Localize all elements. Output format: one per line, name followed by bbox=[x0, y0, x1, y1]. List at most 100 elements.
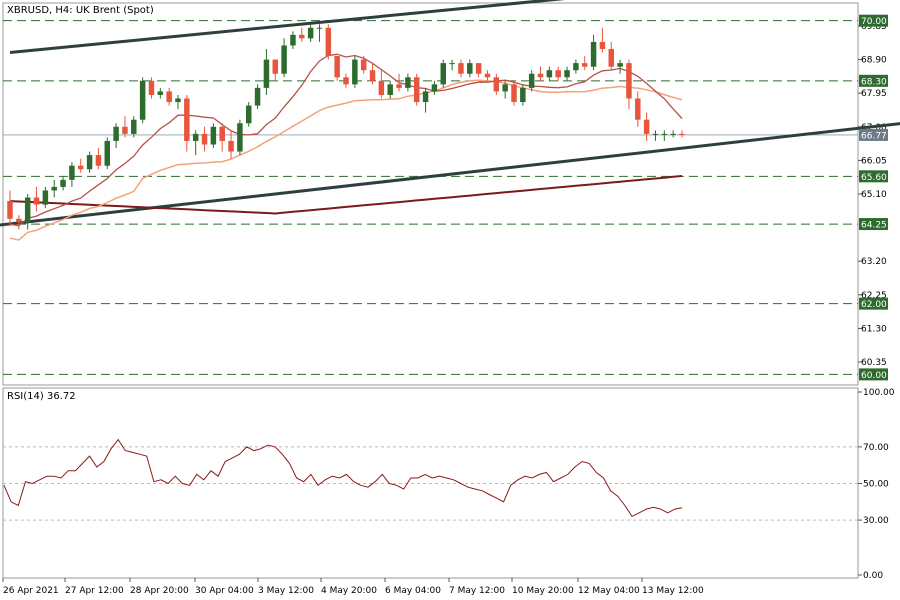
candle-body bbox=[334, 56, 340, 78]
candle-body bbox=[95, 155, 102, 166]
candle-body bbox=[307, 27, 314, 39]
candle-body bbox=[245, 105, 252, 124]
rsi-tick-label: 70.00 bbox=[863, 443, 889, 453]
price-tick-label: 65.10 bbox=[861, 190, 887, 200]
level-badge bbox=[859, 218, 888, 231]
candle-body bbox=[431, 84, 438, 92]
x-tick-label: 28 Apr 20:00 bbox=[130, 586, 189, 596]
candle-body bbox=[493, 77, 500, 92]
candle-body bbox=[60, 179, 66, 187]
candle-body bbox=[484, 73, 491, 78]
x-tick-label: 26 Apr 2021 bbox=[3, 586, 59, 596]
chart-title: XBRUSD, H4: UK Brent (Spot) bbox=[7, 5, 154, 16]
ma-mid-line bbox=[9, 79, 683, 241]
candle-body bbox=[360, 59, 367, 71]
candle-body bbox=[546, 70, 553, 78]
candle-body bbox=[157, 91, 164, 95]
level-badge-label: 60.00 bbox=[861, 371, 887, 381]
candle-body bbox=[139, 80, 146, 120]
time-x-axis: 26 Apr 2021 27 Apr 12:00 28 Apr 20:00 30 Ap… bbox=[2, 578, 704, 596]
candle-body bbox=[590, 41, 597, 67]
current-price-label: 66.77 bbox=[861, 131, 887, 141]
level-badge bbox=[859, 297, 888, 310]
candle-body bbox=[201, 133, 208, 145]
trend-channel bbox=[0, 0, 900, 227]
x-tick-label: 27 Apr 12:00 bbox=[65, 586, 124, 596]
candle-body bbox=[652, 133, 659, 135]
candle-body bbox=[113, 126, 119, 141]
price-tick-label: 68.90 bbox=[861, 56, 887, 66]
ma-fast-line bbox=[9, 53, 683, 227]
rsi-tick-label: 0.00 bbox=[863, 571, 883, 581]
candle-body bbox=[325, 27, 332, 57]
candle-body bbox=[299, 34, 305, 39]
candle-body bbox=[254, 87, 261, 106]
ma-slow-line bbox=[9, 175, 683, 215]
candle-body bbox=[184, 98, 190, 141]
x-tick-label: 7 May 12:00 bbox=[449, 586, 505, 596]
candle-body bbox=[33, 197, 40, 205]
x-tick-label: 13 May 12:00 bbox=[642, 586, 704, 596]
candle-body bbox=[670, 133, 676, 135]
moving-averages bbox=[9, 53, 683, 241]
level-badge-label: 64.25 bbox=[861, 221, 887, 231]
price-tick-label: 62.25 bbox=[861, 291, 887, 301]
rsi-title: RSI(14) 36.72 bbox=[7, 391, 76, 402]
price-tick-label: 69.85 bbox=[861, 22, 887, 32]
candle-body bbox=[413, 77, 420, 103]
price-tick-label: 67.95 bbox=[861, 89, 887, 99]
candlesticks bbox=[7, 24, 685, 230]
candle-body bbox=[528, 73, 535, 88]
candle-body bbox=[511, 84, 517, 103]
candle-body bbox=[643, 119, 650, 134]
candle-body bbox=[581, 63, 588, 67]
candle-body bbox=[405, 77, 411, 88]
candle-body bbox=[228, 140, 234, 152]
candle-body bbox=[564, 70, 570, 78]
x-tick-label: 12 May 04:00 bbox=[578, 586, 640, 596]
x-tick-label: 4 May 20:00 bbox=[321, 586, 377, 596]
rsi-y-axis: 100.00 70.00 50.00 30.00 0.00 bbox=[858, 388, 895, 581]
candle-body bbox=[608, 48, 615, 67]
x-tick-label: 3 May 12:00 bbox=[258, 586, 314, 596]
candle-body bbox=[122, 126, 128, 134]
x-tick-label: 6 May 04:00 bbox=[385, 586, 441, 596]
candle-body bbox=[378, 80, 385, 95]
candle-body bbox=[396, 84, 402, 88]
current-price-badge bbox=[859, 128, 888, 141]
rsi-levels bbox=[3, 446, 858, 521]
candle-body bbox=[316, 27, 323, 29]
x-tick-label: 10 May 20:00 bbox=[512, 586, 574, 596]
candle-body bbox=[210, 126, 217, 145]
level-badge-label: 68.30 bbox=[861, 77, 887, 87]
candle-body bbox=[290, 34, 296, 46]
rsi-tick-label: 100.00 bbox=[863, 388, 895, 398]
candle-body bbox=[7, 201, 13, 219]
level-badge bbox=[859, 14, 888, 27]
candle-body bbox=[520, 87, 526, 103]
price-tick-label: 63.20 bbox=[861, 257, 887, 267]
x-tick-label: 30 Apr 04:00 bbox=[195, 586, 254, 596]
candle-body bbox=[16, 218, 22, 223]
candle-body bbox=[281, 45, 287, 74]
rsi-line bbox=[3, 438, 683, 518]
price-tick-label: 61.30 bbox=[861, 324, 887, 334]
level-badge bbox=[859, 170, 888, 183]
level-badge bbox=[859, 74, 888, 87]
candle-body bbox=[175, 98, 181, 103]
candle-body bbox=[679, 133, 685, 135]
candle-body bbox=[449, 63, 455, 65]
rsi-tick-label: 30.00 bbox=[863, 516, 889, 526]
candle-body bbox=[131, 119, 137, 134]
candle-body bbox=[617, 63, 623, 67]
channel-line bbox=[9, 0, 566, 55]
level-badge bbox=[859, 368, 888, 381]
rsi-tick-label: 50.00 bbox=[863, 480, 889, 490]
candle-body bbox=[352, 59, 358, 85]
candle-body bbox=[422, 91, 429, 103]
candle-body bbox=[219, 126, 225, 141]
candle-body bbox=[148, 80, 155, 95]
candle-body bbox=[458, 63, 464, 74]
